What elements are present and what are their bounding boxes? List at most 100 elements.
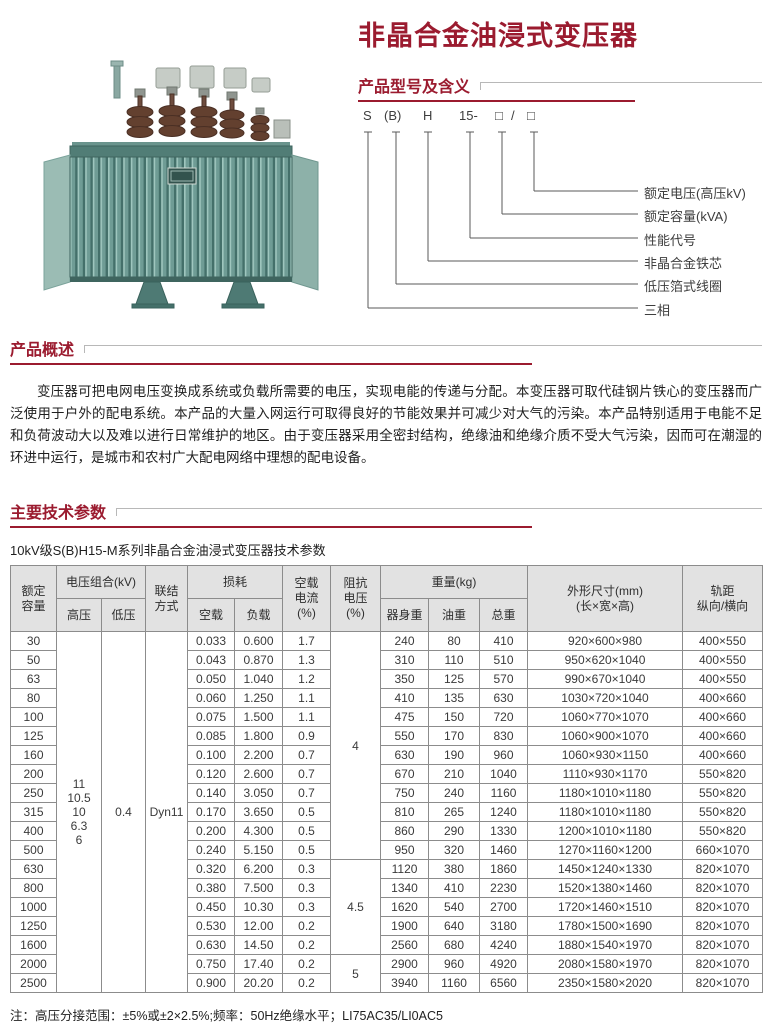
table-row: 80 0.060 1.250 1.1 410 135 630 1030×720×1040 400… bbox=[10, 688, 764, 708]
table-cell: 630 bbox=[10, 859, 57, 879]
table-cell: 410 bbox=[479, 631, 529, 651]
table-cell: 950×620×1040 bbox=[527, 650, 684, 670]
table-row: 1250 0.530 12.00 0.2 1900 640 3180 1780×1500×16… bbox=[10, 916, 764, 936]
table-cell: 80 bbox=[428, 631, 481, 651]
table-cell: 3180 bbox=[479, 916, 529, 936]
table-row: 1000 0.450 10.30 0.3 1620 540 2700 1720×1460×15… bbox=[10, 897, 764, 917]
table-cell: 10.30 bbox=[233, 897, 284, 917]
model-code-part: / bbox=[511, 108, 515, 123]
col-header-no-load-current: 空载 电流 (%) bbox=[282, 565, 332, 632]
col-header-gauge: 轨距 纵向/横向 bbox=[682, 565, 764, 632]
table-cell: 630 bbox=[380, 745, 430, 765]
table-cell: 720 bbox=[479, 707, 529, 727]
table-cell: 500 bbox=[10, 840, 57, 860]
table-cell: 2.200 bbox=[233, 745, 284, 765]
col-header-load: 负载 bbox=[233, 598, 284, 632]
table-cell: 1720×1460×1510 bbox=[527, 897, 684, 917]
table-cell: 350 bbox=[380, 669, 430, 689]
overview-section: 产品概述 变压器可把电网电压变换成系统或负载所需要的电压，实现电能的传递与分配。… bbox=[10, 336, 762, 469]
model-section-heading: 产品型号及含义 bbox=[358, 73, 762, 102]
table-cell: 550×820 bbox=[682, 783, 764, 803]
table-cell: 820×1070 bbox=[682, 954, 764, 974]
table-cell: 0.380 bbox=[187, 878, 235, 898]
table-cell: 550 bbox=[380, 726, 430, 746]
table-cell: 110 bbox=[428, 650, 481, 670]
table-cell: 290 bbox=[428, 821, 481, 841]
table-row: 800 0.380 7.500 0.3 1340 410 2230 1520×1380×146… bbox=[10, 878, 764, 898]
top-rail-edge bbox=[72, 142, 290, 146]
overview-heading-text: 产品概述 bbox=[10, 342, 75, 359]
table-cell: 4.300 bbox=[233, 821, 284, 841]
table-cell: 750 bbox=[380, 783, 430, 803]
table-cell: 570 bbox=[479, 669, 529, 689]
table-cell: 0.085 bbox=[187, 726, 235, 746]
top-rail bbox=[69, 145, 293, 158]
table-cell: 12.00 bbox=[233, 916, 284, 936]
table-cell: 0.870 bbox=[233, 650, 284, 670]
table-cell: 250 bbox=[10, 783, 57, 803]
table-cell: 0.060 bbox=[187, 688, 235, 708]
table-cell: 475 bbox=[380, 707, 430, 727]
table-cell: 0.5 bbox=[282, 802, 332, 822]
overview-paragraph: 变压器可把电网电压变换成系统或负载所需要的电压，实现电能的传递与分配。本变压器可… bbox=[10, 384, 762, 465]
table-cell: 315 bbox=[10, 802, 57, 822]
table-cell: 5.150 bbox=[233, 840, 284, 860]
overview-section-heading: 产品概述 bbox=[10, 336, 762, 365]
col-header-lv: 低压 bbox=[101, 598, 146, 632]
table-cell: 14.50 bbox=[233, 935, 284, 955]
table-cell: 0.7 bbox=[282, 783, 332, 803]
heading-rule bbox=[84, 345, 762, 353]
feet bbox=[131, 281, 265, 309]
table-cell: 810 bbox=[380, 802, 430, 822]
left-wing bbox=[43, 154, 71, 291]
table-cell: 550×820 bbox=[682, 821, 764, 841]
oil-pipe bbox=[110, 60, 124, 99]
model-code-label: 三相 bbox=[644, 303, 671, 318]
table-cell: 1120 bbox=[380, 859, 430, 879]
heading-rule bbox=[116, 508, 762, 516]
table-cell: 0.900 bbox=[187, 973, 235, 993]
params-table-body: 30 11 10.5 10 6.3 6 0.4 Dyn11 0.033 0.600 1.7 4… bbox=[10, 631, 764, 993]
table-cell: 0.2 bbox=[282, 973, 332, 993]
table-note: 注：高压分接范围：±5%或±2×2.5%;频率：50Hz绝缘水平；LI75AC3… bbox=[10, 1009, 443, 1023]
table-cell: 640 bbox=[428, 916, 481, 936]
table-cell: 0.100 bbox=[187, 745, 235, 765]
table-cell: 30 bbox=[10, 631, 57, 651]
table-cell: 1180×1010×1180 bbox=[527, 783, 684, 803]
table-cell: 20.20 bbox=[233, 973, 284, 993]
table-cell: 820×1070 bbox=[682, 859, 764, 879]
table-cell: 550×820 bbox=[682, 802, 764, 822]
table-row: 500 0.240 5.150 0.5 950 320 1460 1270×1160×1200… bbox=[10, 840, 764, 860]
table-cell: 2.600 bbox=[233, 764, 284, 784]
table-cell: 6.200 bbox=[233, 859, 284, 879]
col-header-no-load: 空载 bbox=[187, 598, 235, 632]
table-cell: 7.500 bbox=[233, 878, 284, 898]
table-row: 1600 0.630 14.50 0.2 2560 680 4240 1880×1540×19… bbox=[10, 935, 764, 955]
heading-rule bbox=[480, 82, 762, 90]
parameters-table: 额定 容量 电压组合(kV) 联结 方式 损耗 空载 电流 (%) 阻抗 电压 … bbox=[10, 565, 764, 993]
table-cell: 0.4 bbox=[101, 631, 146, 993]
table-cell: 1330 bbox=[479, 821, 529, 841]
table-cell: 100 bbox=[10, 707, 57, 727]
table-cell: 1.1 bbox=[282, 688, 332, 708]
table-cell: 4.5 bbox=[330, 859, 382, 955]
table-cell: 550×820 bbox=[682, 764, 764, 784]
table-cell: 3.650 bbox=[233, 802, 284, 822]
table-row: 2500 0.900 20.20 0.2 3940 1160 6560 2350×1580×2… bbox=[10, 973, 764, 993]
table-cell: 0.320 bbox=[187, 859, 235, 879]
table-cell: 400×550 bbox=[682, 631, 764, 651]
table-cell: 1880×1540×1970 bbox=[527, 935, 684, 955]
table-cell: 1.040 bbox=[233, 669, 284, 689]
table-cell: 1.800 bbox=[233, 726, 284, 746]
table-cell: 540 bbox=[428, 897, 481, 917]
table-cell: 125 bbox=[428, 669, 481, 689]
col-header-weight: 重量(kg) bbox=[380, 565, 529, 599]
table-row: 2000 0.750 17.40 0.2 5 2900 960 4920 2080×1580×1… bbox=[10, 954, 764, 993]
model-code-placeholder-box: □ bbox=[495, 108, 503, 123]
title-column: 非晶合金油浸式变压器 产品型号及含义 S bbox=[358, 14, 762, 328]
table-cell: 150 bbox=[428, 707, 481, 727]
table-cell: 1340 bbox=[380, 878, 430, 898]
table-cell: 4240 bbox=[479, 935, 529, 955]
parameters-section: 主要技术参数 10kV级S(B)H15-M系列非晶合金油浸式变压器技术参数 额定… bbox=[10, 499, 764, 1024]
table-cell: 11 10.5 10 6.3 6 bbox=[56, 631, 102, 993]
